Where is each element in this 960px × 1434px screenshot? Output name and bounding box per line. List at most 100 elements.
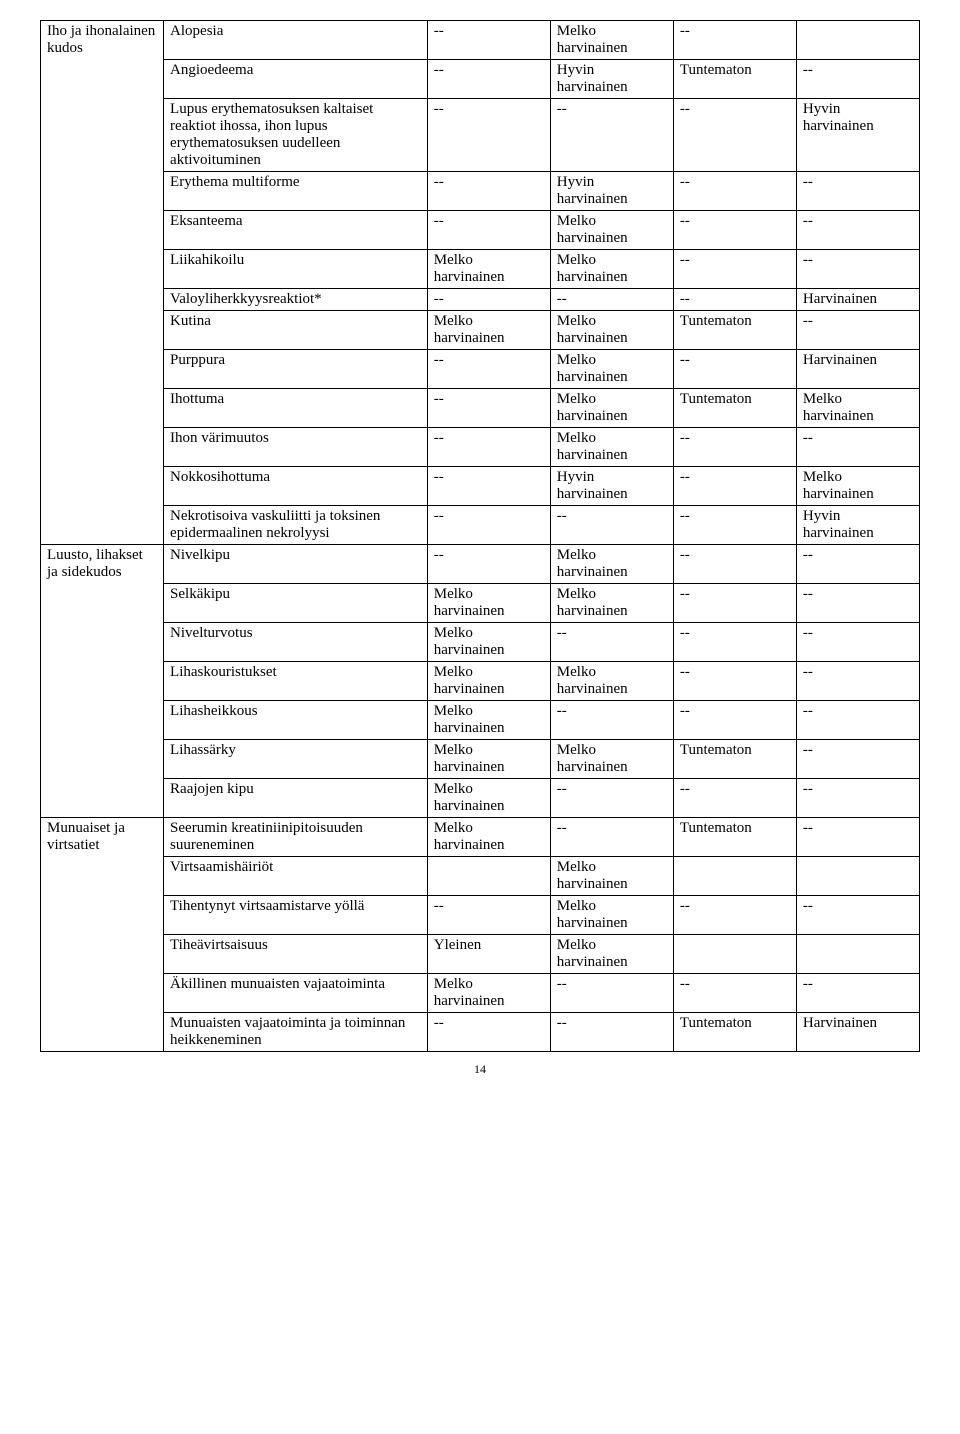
frequency-cell: Tuntematon (673, 311, 796, 350)
condition-cell: Liikahikoilu (164, 250, 428, 289)
frequency-cell: -- (673, 467, 796, 506)
frequency-cell: -- (550, 974, 673, 1013)
frequency-cell: -- (673, 662, 796, 701)
frequency-cell: -- (673, 779, 796, 818)
frequency-cell: -- (427, 99, 550, 172)
frequency-cell (673, 935, 796, 974)
frequency-cell: Melko harvinainen (550, 389, 673, 428)
condition-cell: Tiheävirtsaisuus (164, 935, 428, 974)
frequency-cell: -- (673, 623, 796, 662)
frequency-cell: Tuntematon (673, 389, 796, 428)
frequency-cell (427, 857, 550, 896)
frequency-cell: -- (796, 779, 919, 818)
category-cell: Iho ja ihonalainen kudos (41, 21, 164, 545)
frequency-cell: -- (427, 60, 550, 99)
condition-cell: Nivelturvotus (164, 623, 428, 662)
frequency-cell (673, 857, 796, 896)
condition-cell: Äkillinen munuaisten vajaatoiminta (164, 974, 428, 1013)
frequency-cell: Tuntematon (673, 60, 796, 99)
frequency-cell: -- (796, 172, 919, 211)
condition-cell: Virtsaamishäiriöt (164, 857, 428, 896)
condition-cell: Erythema multiforme (164, 172, 428, 211)
frequency-cell: Melko harvinainen (550, 250, 673, 289)
condition-cell: Ihottuma (164, 389, 428, 428)
condition-cell: Ihon värimuutos (164, 428, 428, 467)
table-row: Munuaiset ja virtsatietSeerumin kreatini… (41, 818, 920, 857)
frequency-cell: -- (796, 818, 919, 857)
frequency-cell: -- (673, 289, 796, 311)
frequency-cell: -- (550, 506, 673, 545)
condition-cell: Raajojen kipu (164, 779, 428, 818)
frequency-cell: -- (796, 250, 919, 289)
frequency-cell: -- (427, 1013, 550, 1052)
frequency-cell: -- (796, 584, 919, 623)
frequency-cell: -- (796, 60, 919, 99)
table-row: Valoyliherkkyysreaktiot*------Harvinaine… (41, 289, 920, 311)
frequency-cell: -- (550, 1013, 673, 1052)
condition-cell: Angioedeema (164, 60, 428, 99)
frequency-cell: Melko harvinainen (550, 935, 673, 974)
condition-cell: Nivelkipu (164, 545, 428, 584)
table-row: Lupus erythematosuksen kaltaiset reaktio… (41, 99, 920, 172)
frequency-cell (796, 935, 919, 974)
frequency-cell: -- (550, 818, 673, 857)
frequency-cell: -- (550, 289, 673, 311)
frequency-cell: -- (796, 896, 919, 935)
frequency-cell (796, 857, 919, 896)
condition-cell: Lupus erythematosuksen kaltaiset reaktio… (164, 99, 428, 172)
frequency-cell: Melko harvinainen (427, 740, 550, 779)
frequency-cell: -- (673, 896, 796, 935)
condition-cell: Valoyliherkkyysreaktiot* (164, 289, 428, 311)
frequency-cell: Melko harvinainen (427, 818, 550, 857)
frequency-cell: Hyvin harvinainen (550, 467, 673, 506)
frequency-cell: Melko harvinainen (796, 467, 919, 506)
frequency-cell: -- (673, 211, 796, 250)
frequency-cell: -- (673, 21, 796, 60)
table-row: LihasheikkousMelko harvinainen------ (41, 701, 920, 740)
frequency-cell: Tuntematon (673, 1013, 796, 1052)
frequency-cell: Melko harvinainen (550, 311, 673, 350)
frequency-cell: -- (796, 428, 919, 467)
condition-cell: Tihentynyt virtsaamistarve yöllä (164, 896, 428, 935)
frequency-cell: -- (673, 250, 796, 289)
frequency-cell: Tuntematon (673, 818, 796, 857)
frequency-cell: -- (673, 99, 796, 172)
frequency-cell: -- (796, 211, 919, 250)
frequency-cell: -- (427, 428, 550, 467)
frequency-cell: Melko harvinainen (427, 662, 550, 701)
table-row: Angioedeema--Hyvin harvinainenTuntematon… (41, 60, 920, 99)
frequency-cell: -- (673, 545, 796, 584)
frequency-cell: -- (427, 211, 550, 250)
frequency-cell: -- (673, 584, 796, 623)
frequency-cell: -- (796, 701, 919, 740)
table-row: NivelturvotusMelko harvinainen------ (41, 623, 920, 662)
frequency-cell: -- (673, 172, 796, 211)
table-row: Erythema multiforme--Hyvin harvinainen--… (41, 172, 920, 211)
frequency-cell: -- (796, 662, 919, 701)
table-row: Luusto, lihakset ja sidekudosNivelkipu--… (41, 545, 920, 584)
frequency-cell: Melko harvinainen (550, 545, 673, 584)
frequency-cell: Melko harvinainen (427, 250, 550, 289)
frequency-cell: -- (796, 974, 919, 1013)
frequency-cell: Melko harvinainen (550, 662, 673, 701)
condition-cell: Munuaisten vajaatoiminta ja toiminnan he… (164, 1013, 428, 1052)
table-row: Ihottuma--Melko harvinainenTuntematonMel… (41, 389, 920, 428)
table-row: Ihon värimuutos--Melko harvinainen---- (41, 428, 920, 467)
frequency-cell: -- (427, 506, 550, 545)
table-row: LihaskouristuksetMelko harvinainenMelko … (41, 662, 920, 701)
frequency-cell: Melko harvinainen (550, 740, 673, 779)
frequency-cell: -- (427, 289, 550, 311)
frequency-cell: -- (796, 545, 919, 584)
condition-cell: Lihassärky (164, 740, 428, 779)
frequency-cell: -- (673, 974, 796, 1013)
condition-cell: Lihaskouristukset (164, 662, 428, 701)
table-row: Purppura--Melko harvinainen--Harvinainen (41, 350, 920, 389)
condition-cell: Seerumin kreatiniinipitoisuuden suurenem… (164, 818, 428, 857)
table-row: Tihentynyt virtsaamistarve yöllä--Melko … (41, 896, 920, 935)
condition-cell: Kutina (164, 311, 428, 350)
frequency-cell: Melko harvinainen (550, 857, 673, 896)
frequency-cell: Melko harvinainen (427, 701, 550, 740)
table-row: SelkäkipuMelko harvinainenMelko harvinai… (41, 584, 920, 623)
table-row: Iho ja ihonalainen kudosAlopesia--Melko … (41, 21, 920, 60)
frequency-cell: -- (550, 99, 673, 172)
